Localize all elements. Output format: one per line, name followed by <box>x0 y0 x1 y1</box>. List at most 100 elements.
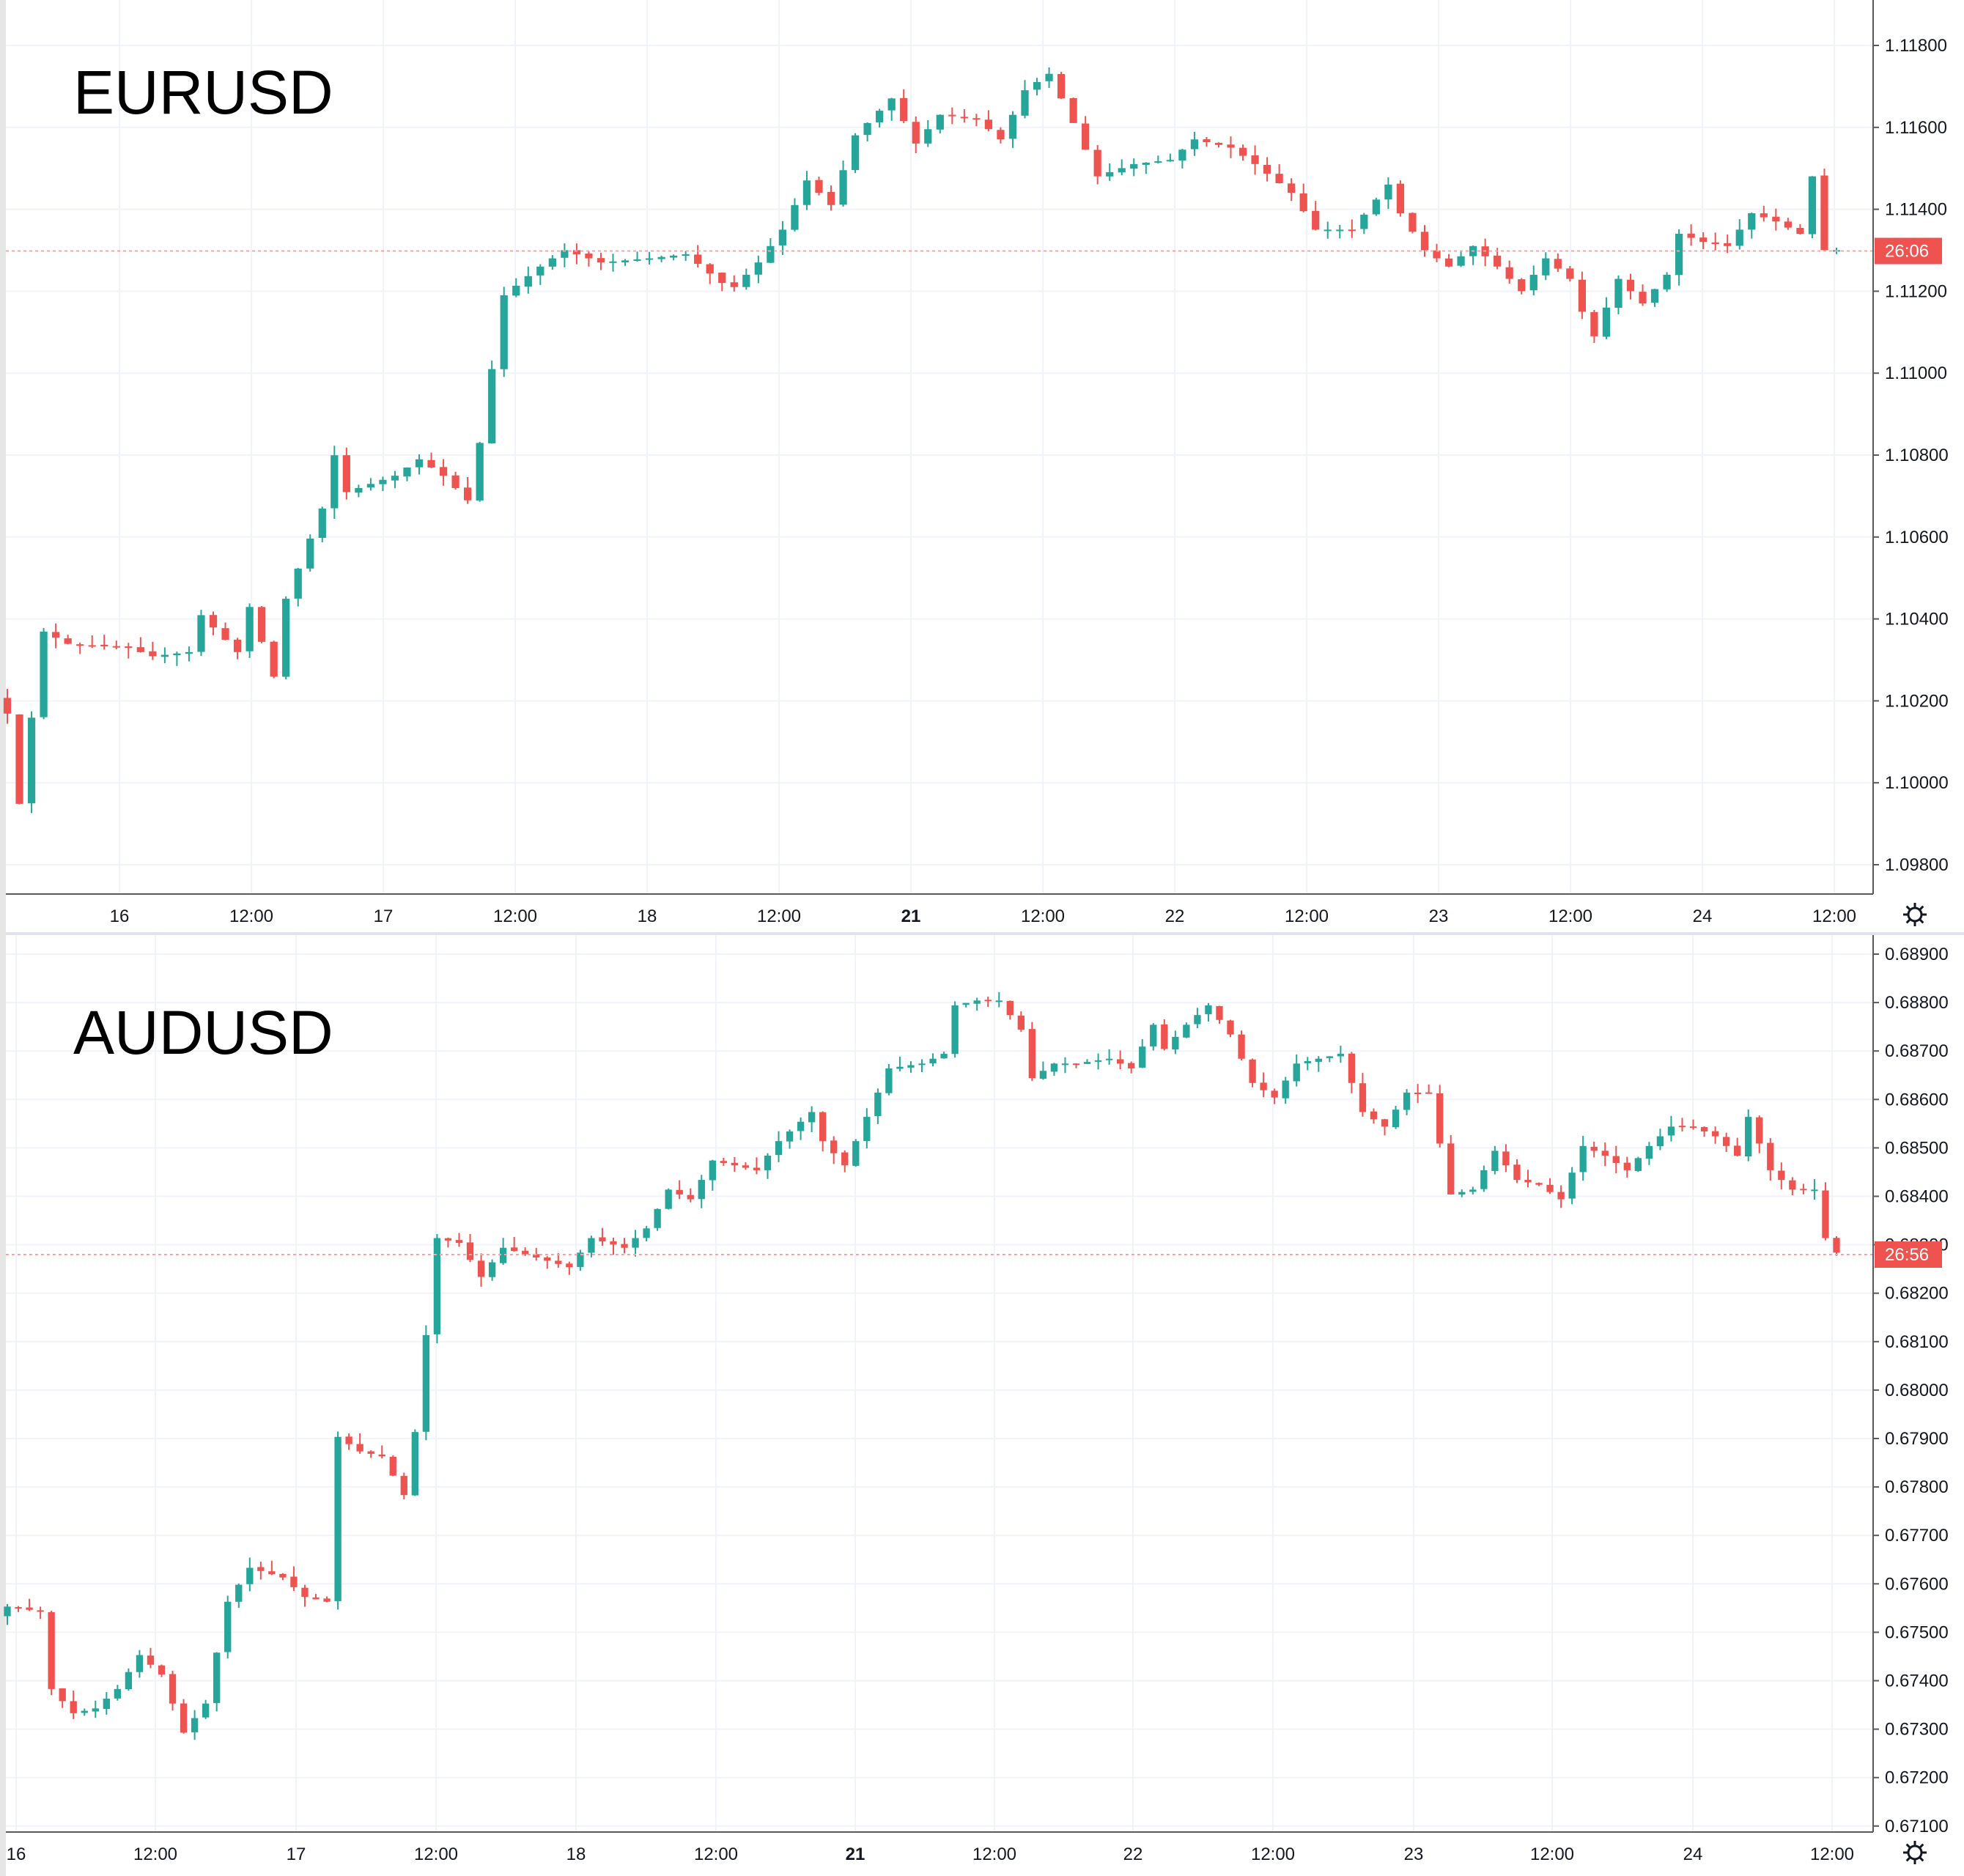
candle[interactable] <box>1645 1142 1653 1165</box>
candle[interactable] <box>51 623 60 649</box>
candle[interactable] <box>70 1690 77 1719</box>
candle[interactable] <box>1083 1059 1091 1064</box>
candle[interactable] <box>852 1139 860 1167</box>
candle[interactable] <box>841 1150 849 1172</box>
candle[interactable] <box>742 1162 750 1170</box>
candle[interactable] <box>962 1002 970 1008</box>
candle[interactable] <box>1700 1126 1708 1137</box>
candle[interactable] <box>191 1710 199 1740</box>
candle[interactable] <box>682 251 690 261</box>
candle[interactable] <box>876 108 884 128</box>
candle[interactable] <box>863 122 871 141</box>
candle[interactable] <box>1623 1156 1631 1178</box>
candle[interactable] <box>331 446 339 519</box>
candle[interactable] <box>1312 201 1320 231</box>
candle[interactable] <box>1675 229 1683 286</box>
candle[interactable] <box>356 1433 363 1454</box>
audusd-pane[interactable]: AUDUSD 0.68900 0.68800 0.68700 0.68600 0.685… <box>4 935 1949 1864</box>
candle[interactable] <box>1392 1106 1400 1129</box>
candle[interactable] <box>1293 1055 1300 1087</box>
candle[interactable] <box>670 254 678 261</box>
candle[interactable] <box>863 1108 871 1149</box>
candle[interactable] <box>1227 136 1235 158</box>
candle[interactable] <box>342 447 350 500</box>
candle[interactable] <box>224 1595 232 1658</box>
audusd-candles[interactable] <box>4 991 1840 1740</box>
candle[interactable] <box>1734 1137 1741 1157</box>
candle[interactable] <box>488 361 496 444</box>
candle[interactable] <box>936 114 944 134</box>
candle[interactable] <box>665 1188 672 1210</box>
candle[interactable] <box>887 97 896 121</box>
candle[interactable] <box>1050 1063 1058 1076</box>
candle[interactable] <box>997 127 1005 144</box>
candle[interactable] <box>1359 1073 1367 1117</box>
candle[interactable] <box>511 1236 518 1252</box>
candle[interactable] <box>1227 1019 1234 1038</box>
candle[interactable] <box>379 476 387 492</box>
eurusd-candles[interactable] <box>3 67 1841 813</box>
candle[interactable] <box>802 171 811 210</box>
candle[interactable] <box>464 476 472 504</box>
candle[interactable] <box>1288 178 1296 202</box>
candle[interactable] <box>103 1692 110 1715</box>
candle[interactable] <box>643 1225 650 1241</box>
candle[interactable] <box>1069 97 1077 123</box>
candle[interactable] <box>1033 78 1041 96</box>
candle[interactable] <box>1568 1167 1576 1205</box>
candle[interactable] <box>1772 208 1780 231</box>
eurusd-pane[interactable]: EURUSD 1.11800 1.11600 1.11400 1.11200 1.110… <box>3 0 1949 926</box>
candle[interactable] <box>948 107 956 125</box>
candle[interactable] <box>1502 1144 1510 1172</box>
candle[interactable] <box>720 1157 728 1166</box>
candle[interactable] <box>1205 1002 1212 1022</box>
candle[interactable] <box>797 1117 805 1140</box>
candle[interactable] <box>1238 1030 1245 1060</box>
candle[interactable] <box>427 452 435 468</box>
candle[interactable] <box>391 470 399 489</box>
candle[interactable] <box>819 1111 827 1152</box>
candle[interactable] <box>477 1253 485 1287</box>
candle[interactable] <box>1105 1049 1113 1065</box>
candle[interactable] <box>318 506 326 542</box>
candle[interactable] <box>306 534 314 572</box>
candle[interactable] <box>1409 212 1417 234</box>
candle[interactable] <box>874 1088 882 1124</box>
candle[interactable] <box>185 646 193 662</box>
candle[interactable] <box>4 1603 11 1625</box>
candle[interactable] <box>1699 232 1708 249</box>
candle[interactable] <box>294 567 302 607</box>
candle[interactable] <box>282 596 290 679</box>
candle[interactable] <box>1045 67 1053 88</box>
candle[interactable] <box>202 1699 210 1719</box>
candle[interactable] <box>64 635 72 645</box>
candle[interactable] <box>1822 1182 1829 1241</box>
candle[interactable] <box>577 1249 584 1271</box>
candle[interactable] <box>1336 224 1344 239</box>
candle[interactable] <box>209 611 218 635</box>
candle[interactable] <box>1745 1109 1752 1162</box>
candle[interactable] <box>984 996 992 1008</box>
candle[interactable] <box>92 1700 99 1718</box>
candle[interactable] <box>1811 1179 1818 1200</box>
candle[interactable] <box>706 262 714 284</box>
candle[interactable] <box>960 108 968 123</box>
candle[interactable] <box>1634 1156 1642 1172</box>
candle[interactable] <box>1348 219 1356 238</box>
candle[interactable] <box>1370 1108 1378 1124</box>
candle[interactable] <box>1518 278 1526 295</box>
candle[interactable] <box>1414 1084 1422 1104</box>
candle[interactable] <box>572 243 581 265</box>
candle[interactable] <box>742 268 750 290</box>
candle[interactable] <box>654 1208 661 1231</box>
candle[interactable] <box>1542 252 1550 281</box>
candle[interactable] <box>1590 309 1598 343</box>
candle[interactable] <box>585 251 593 267</box>
candle[interactable] <box>1094 1053 1102 1070</box>
candle[interactable] <box>1154 155 1162 164</box>
candle[interactable] <box>1194 1008 1201 1029</box>
pane-separator[interactable] <box>6 932 1964 935</box>
candle[interactable] <box>1678 1118 1686 1132</box>
candle[interactable] <box>389 1455 396 1477</box>
candle[interactable] <box>233 638 242 660</box>
